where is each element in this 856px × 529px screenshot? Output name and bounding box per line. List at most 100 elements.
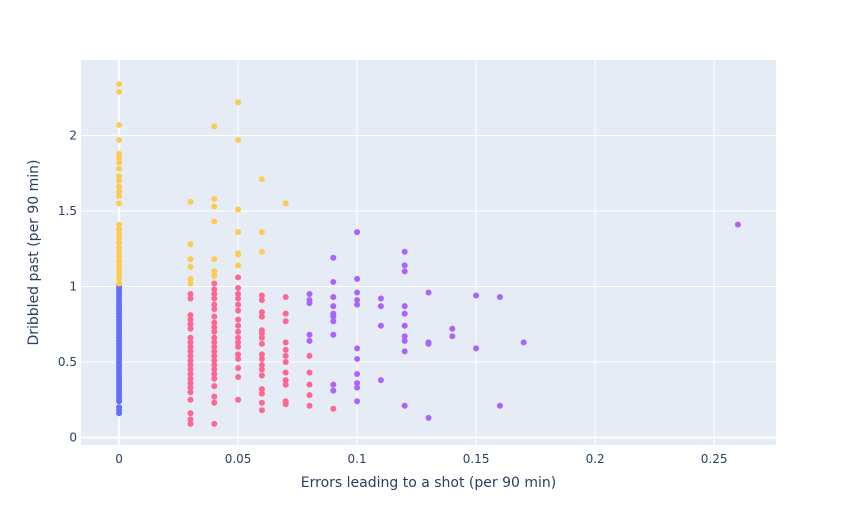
data-point[interactable] [116, 81, 123, 88]
data-point[interactable] [116, 192, 123, 199]
data-point[interactable] [258, 292, 265, 299]
data-point[interactable] [425, 289, 432, 296]
data-point[interactable] [235, 99, 242, 106]
data-point[interactable] [187, 275, 194, 282]
data-point[interactable] [187, 256, 194, 263]
data-point[interactable] [354, 355, 361, 362]
data-point[interactable] [258, 372, 265, 379]
data-point[interactable] [116, 280, 123, 287]
data-point[interactable] [187, 389, 194, 396]
data-point[interactable] [116, 230, 123, 237]
data-point[interactable] [354, 380, 361, 387]
data-point[interactable] [258, 340, 265, 347]
data-point[interactable] [211, 301, 218, 308]
data-point[interactable] [235, 307, 242, 314]
data-point[interactable] [116, 244, 123, 251]
data-point[interactable] [496, 402, 503, 409]
data-point[interactable] [401, 248, 408, 255]
data-point[interactable] [235, 343, 242, 350]
data-point[interactable] [282, 381, 289, 388]
data-point[interactable] [211, 272, 218, 279]
data-point[interactable] [116, 137, 123, 144]
data-point[interactable] [116, 404, 123, 411]
data-point[interactable] [235, 137, 242, 144]
data-point[interactable] [116, 88, 123, 95]
data-point[interactable] [235, 328, 242, 335]
data-point[interactable] [377, 377, 384, 384]
data-point[interactable] [258, 327, 265, 334]
data-point[interactable] [235, 295, 242, 302]
data-point[interactable] [258, 361, 265, 368]
data-point[interactable] [258, 399, 265, 406]
data-point[interactable] [734, 221, 741, 228]
data-point[interactable] [449, 325, 456, 332]
data-point[interactable] [235, 339, 242, 346]
data-point[interactable] [258, 309, 265, 316]
data-point[interactable] [496, 294, 503, 301]
data-point[interactable] [401, 310, 408, 317]
data-point[interactable] [354, 301, 361, 308]
data-point[interactable] [187, 416, 194, 423]
data-point[interactable] [330, 254, 337, 261]
data-point[interactable] [116, 262, 123, 269]
data-point[interactable] [258, 297, 265, 304]
data-point[interactable] [330, 303, 337, 310]
data-point[interactable] [187, 396, 194, 403]
data-point[interactable] [211, 291, 218, 298]
data-point[interactable] [211, 324, 218, 331]
data-point[interactable] [116, 266, 123, 273]
data-point[interactable] [473, 345, 480, 352]
data-point[interactable] [282, 200, 289, 207]
data-point[interactable] [401, 322, 408, 329]
data-point[interactable] [330, 331, 337, 338]
data-point[interactable] [116, 239, 123, 246]
data-point[interactable] [211, 313, 218, 320]
data-point[interactable] [306, 392, 313, 399]
data-point[interactable] [258, 176, 265, 183]
data-point[interactable] [116, 257, 123, 264]
data-point[interactable] [401, 303, 408, 310]
data-point[interactable] [187, 352, 194, 359]
data-point[interactable] [235, 374, 242, 381]
data-point[interactable] [187, 198, 194, 205]
data-point[interactable] [235, 316, 242, 323]
data-point[interactable] [116, 121, 123, 128]
data-point[interactable] [116, 165, 123, 172]
data-point[interactable] [235, 322, 242, 329]
data-point[interactable] [211, 343, 218, 350]
data-point[interactable] [187, 263, 194, 270]
data-point[interactable] [116, 155, 123, 162]
data-point[interactable] [401, 262, 408, 269]
data-point[interactable] [235, 274, 242, 281]
data-point[interactable] [330, 318, 337, 325]
data-point[interactable] [187, 241, 194, 248]
data-point[interactable] [116, 183, 123, 190]
data-point[interactable] [354, 345, 361, 352]
data-point[interactable] [187, 325, 194, 332]
data-point[interactable] [258, 229, 265, 236]
data-point[interactable] [354, 229, 361, 236]
data-point[interactable] [187, 375, 194, 382]
data-point[interactable] [306, 331, 313, 338]
data-point[interactable] [116, 253, 123, 260]
data-point[interactable] [282, 339, 289, 346]
data-point[interactable] [258, 248, 265, 255]
data-point[interactable] [187, 295, 194, 302]
data-point[interactable] [354, 384, 361, 391]
data-point[interactable] [401, 333, 408, 340]
data-point[interactable] [211, 256, 218, 263]
data-point[interactable] [306, 337, 313, 344]
data-point[interactable] [330, 387, 337, 394]
data-point[interactable] [258, 351, 265, 358]
data-point[interactable] [187, 410, 194, 417]
data-point[interactable] [116, 235, 123, 242]
data-point[interactable] [306, 381, 313, 388]
data-point[interactable] [116, 248, 123, 255]
data-point[interactable] [211, 361, 218, 368]
data-point[interactable] [401, 402, 408, 409]
data-point[interactable] [282, 398, 289, 405]
data-point[interactable] [187, 348, 194, 355]
data-point[interactable] [187, 384, 194, 391]
data-point[interactable] [354, 275, 361, 282]
data-point[interactable] [211, 334, 218, 341]
